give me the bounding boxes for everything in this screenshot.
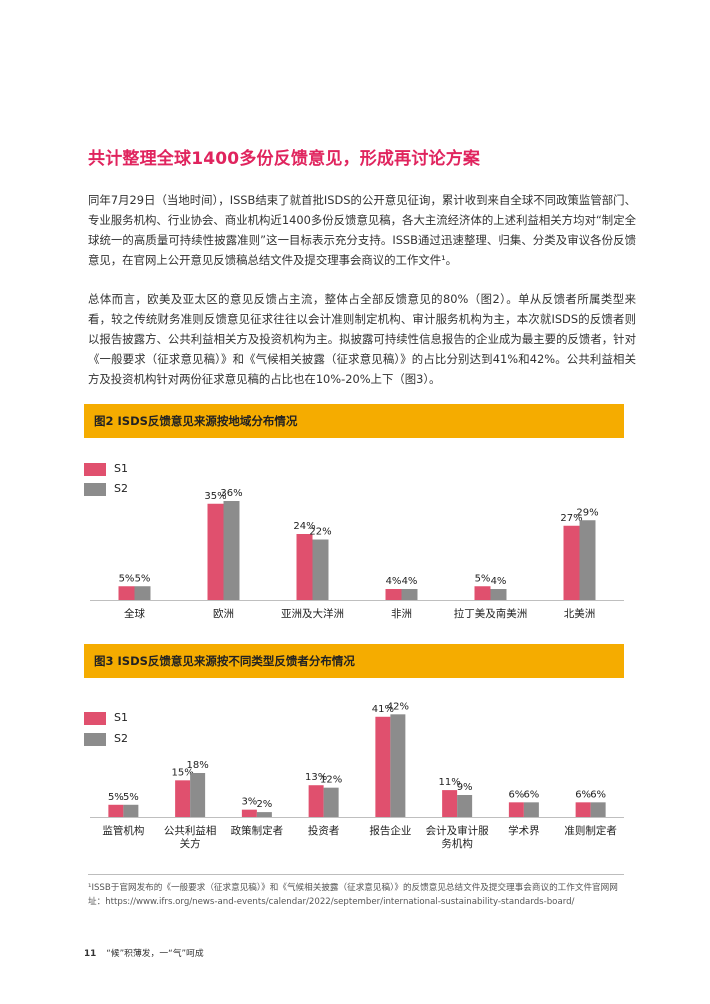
category-label: 会计及审计服 [426,824,489,837]
data-label-s2: 42% [387,701,409,712]
legend-label-s2: S2 [114,482,128,495]
bar-s2 [256,812,272,817]
bar-s2 [490,589,507,600]
data-label-s2: 22% [309,527,331,538]
figure-2-title: 图2 ISDS反馈意见来源按地域分布情况 [94,414,298,428]
bar-s1 [375,716,391,817]
bar-s1 [118,586,135,600]
figure-3-chart: 5% 5% 监管机构 15%18% 公共利益相关方 3% 2% 政策制定者 13%12% 投资者 4… [90,701,624,850]
bar-s1 [575,802,591,817]
bar-s2 [223,501,240,600]
data-label-s1: 24% [293,521,315,532]
section-heading: 共计整理全球1400多份反馈意见，形成再讨论方案 [88,149,481,169]
data-label-s2: 6% [590,789,606,800]
category-label: 非洲 [391,608,412,620]
bar-s2 [190,773,206,817]
bar-s1 [241,809,257,817]
category-label: 全球 [124,607,145,620]
data-label-s2: 36% [220,488,242,499]
data-label-s1: 11% [439,777,461,788]
bar-s1 [563,525,580,600]
data-label-s2: 2% [256,799,272,810]
data-label-s1: 27% [560,513,582,524]
page-footer: 11 “候”积薄发，一“气”呵成 [84,946,204,959]
footnote: ¹ISSB于官网发布的《一般要求（征求意见稿）》和《气候相关披露（征求意见稿）》… [88,883,618,907]
data-label-s1: 5% [119,573,135,584]
bar-s2 [590,802,606,817]
category-label: 准则制定者 [564,824,617,837]
data-label-s1: 6% [575,789,591,800]
category-label: 欧洲 [213,608,234,620]
data-label-s2: 6% [523,789,539,800]
category-label: 务机构 [441,837,473,850]
bar-s2 [401,589,418,600]
bar-s1 [474,586,491,600]
bar-s2 [523,802,539,817]
category-label: 亚洲及大洋洲 [281,607,344,620]
figure-2-banner: 图2 ISDS反馈意见来源按地域分布情况 [84,404,624,438]
data-label-s2: 4% [402,576,418,587]
bar-s1 [296,534,313,600]
data-label-s1: 5% [108,792,124,803]
legend-label-s1: S1 [114,462,128,475]
legend-label-s1: S1 [114,711,128,724]
bar-s1 [308,785,324,817]
data-label-s2: 4% [491,576,507,587]
category-label: 投资者 [308,824,340,837]
data-label-s1: 3% [241,797,257,808]
bar-s1 [108,804,124,817]
figure-3-legend-s1: S1 [84,711,128,725]
category-label: 北美洲 [564,607,596,620]
category-label: 监管机构 [102,824,144,837]
figure-2-legend-s1: S1 [84,462,128,476]
bar-s2 [312,539,329,600]
footnote-divider [88,874,624,875]
bar-s1 [508,802,524,817]
bar-s1 [385,589,402,600]
category-label: 拉丁美及南美洲 [454,607,528,620]
category-label: 公共利益相 [164,824,217,837]
bar-s2 [323,787,339,817]
data-label-s1: 41% [372,704,394,715]
bar-s2 [457,795,473,817]
legend-swatch-s2 [84,482,106,496]
data-label-s1: 35% [204,491,226,502]
legend-swatch-s1 [84,462,106,476]
data-label-s1: 4% [386,576,402,587]
bar-s2 [579,520,596,600]
data-label-s2: 12% [320,775,342,786]
legend-swatch-s2 [84,732,106,746]
data-label-s1: 5% [475,573,491,584]
bar-s1 [442,790,458,817]
legend-swatch-s1 [84,711,106,725]
paragraph-2: 总体而言，欧美及亚太区的意见反馈占主流，整体占全部反馈意见的80%（图2）。单从… [88,292,636,386]
data-label-s2: 9% [457,782,473,793]
category-label: 报告企业 [369,824,411,837]
bar-s1 [175,780,191,817]
category-label: 学术界 [508,824,540,837]
category-label: 关方 [180,837,201,850]
bar-s2 [123,804,139,817]
page-number: 11 [84,949,97,959]
category-label: 政策制定者 [231,824,284,837]
bar-s2 [134,586,151,600]
figure-3-legend-s2: S2 [84,732,128,746]
legend-label-s2: S2 [114,732,128,745]
data-label-s1: 15% [172,767,194,778]
data-label-s2: 29% [576,507,598,518]
figure-2-legend-s2: S2 [84,482,128,496]
data-label-s2: 5% [135,573,151,584]
footer-title: “候”积薄发，一“气”呵成 [106,949,204,959]
paragraph-1: 同年7月29日（当地时间），ISSB结束了就首批ISDS的公开意见征询，累计收到… [88,193,636,267]
bar-s2 [390,714,406,817]
figure-3-title: 图3 ISDS反馈意见来源按不同类型反馈者分布情况 [94,654,355,668]
data-label-s1: 13% [305,772,327,783]
data-label-s1: 6% [508,789,524,800]
data-label-s2: 18% [187,760,209,771]
data-label-s2: 5% [123,792,139,803]
figure-3-banner: 图3 ISDS反馈意见来源按不同类型反馈者分布情况 [84,644,624,678]
bar-s1 [207,503,224,600]
